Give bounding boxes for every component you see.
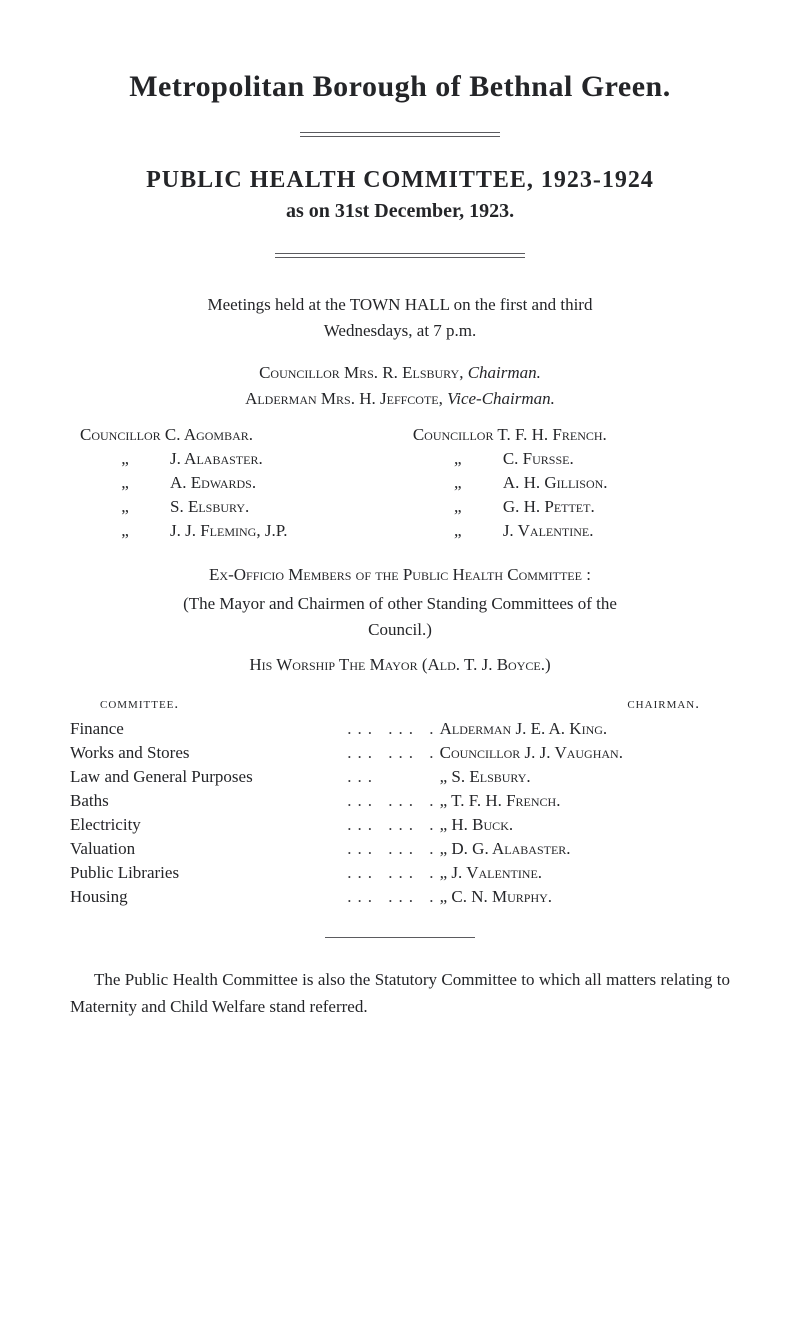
table-header: committee. chairman. bbox=[70, 696, 730, 713]
councillor-lead-right: Councillor T. F. H. French. bbox=[413, 425, 720, 445]
chairman-name: „ H. Buck. bbox=[440, 815, 730, 835]
committee-name: Electricity bbox=[70, 815, 347, 835]
subheading-divider bbox=[275, 253, 525, 258]
table-row: Electricity ... ... ... ... „ H. Buck. bbox=[70, 815, 730, 835]
committee-name: Law and General Purposes bbox=[70, 767, 347, 787]
ex-officio-line-1: (The Mayor and Chairmen of other Standin… bbox=[183, 594, 617, 613]
councillor-name: J. J. Fleming, J.P. bbox=[170, 521, 288, 540]
table-row: Finance ... ... ... ... Alderman J. E. A… bbox=[70, 719, 730, 739]
councillor-name: S. Elsbury. bbox=[170, 497, 249, 516]
list-item: „C. Fursse. bbox=[413, 449, 720, 469]
committee-name: Housing bbox=[70, 887, 347, 907]
committee-name: Baths bbox=[70, 791, 347, 811]
list-item: „S. Elsbury. bbox=[80, 497, 387, 517]
chairman-name: Alderman J. E. A. King. bbox=[440, 719, 730, 739]
table-row: Housing ... ... ... ... „ C. N. Murphy. bbox=[70, 887, 730, 907]
page-title: Metropolitan Borough of Bethnal Green. bbox=[70, 70, 730, 104]
table-header-right: chairman. bbox=[627, 696, 700, 713]
councillor-name: J. Valentine. bbox=[503, 521, 594, 540]
dot-leader: ... ... ... bbox=[347, 743, 439, 763]
table-row: Law and General Purposes ... „ S. Elsbur… bbox=[70, 767, 730, 787]
committee-name: Works and Stores bbox=[70, 743, 347, 763]
ex-officio-line-2: Council.) bbox=[368, 620, 432, 639]
list-item: „A. H. Gillison. bbox=[413, 473, 720, 493]
dot-leader: ... ... ... ... bbox=[347, 815, 439, 835]
as-on-line: as on 31st December, 1923. bbox=[70, 200, 730, 223]
vice-name: Alderman Mrs. H. Jeffcote, bbox=[245, 389, 447, 408]
committee-name: Finance bbox=[70, 719, 347, 739]
chairman-name: „ D. G. Alabaster. bbox=[440, 839, 730, 859]
table-row: Public Libraries ... ... ... „ J. Valent… bbox=[70, 863, 730, 883]
councillor-name: J. Alabaster. bbox=[170, 449, 263, 468]
list-item: „A. Edwards. bbox=[80, 473, 387, 493]
councillor-lead-left: Councillor C. Agombar. bbox=[80, 425, 387, 445]
meetings-line-2: Wednesdays, at 7 p.m. bbox=[324, 321, 477, 340]
meetings-paragraph: Meetings held at the TOWN HALL on the fi… bbox=[70, 292, 730, 343]
table-row: Works and Stores ... ... ... Councillor … bbox=[70, 743, 730, 763]
list-item: „G. H. Pettet. bbox=[413, 497, 720, 517]
document-page: Metropolitan Borough of Bethnal Green. P… bbox=[0, 0, 800, 1344]
vice-chairman-line: Alderman Mrs. H. Jeffcote, Vice-Chairman… bbox=[70, 389, 730, 409]
chairman-name: „ J. Valentine. bbox=[440, 863, 730, 883]
councillor-name: A. Edwards. bbox=[170, 473, 256, 492]
dot-leader: ... bbox=[347, 767, 439, 787]
vice-role: Vice-Chairman. bbox=[447, 389, 555, 408]
ex-officio-body: (The Mayor and Chairmen of other Standin… bbox=[70, 591, 730, 642]
closing-paragraph: The Public Health Committee is also the … bbox=[70, 966, 730, 1020]
table-header-left: committee. bbox=[100, 696, 179, 713]
worship-line: His Worship The Mayor (Ald. T. J. Boyce.… bbox=[70, 652, 730, 678]
councillor-name: A. H. Gillison. bbox=[503, 473, 608, 492]
chairman-name: „ T. F. H. French. bbox=[440, 791, 730, 811]
councillor-name: G. H. Pettet. bbox=[503, 497, 595, 516]
title-divider bbox=[300, 132, 500, 137]
dot-leader: ... ... ... ... bbox=[347, 719, 439, 739]
chairman-name: Councillor J. J. Vaughan. bbox=[440, 743, 730, 763]
councillor-columns: Councillor C. Agombar. „J. Alabaster. „A… bbox=[70, 425, 730, 545]
committee-heading: PUBLIC HEALTH COMMITTEE, 1923-1924 bbox=[70, 167, 730, 194]
chairman-name: „ C. N. Murphy. bbox=[440, 887, 730, 907]
table-row: Valuation ... ... ... ... „ D. G. Alabas… bbox=[70, 839, 730, 859]
list-item: „J. Valentine. bbox=[413, 521, 720, 541]
dot-leader: ... ... ... bbox=[347, 863, 439, 883]
ex-officio-heading: Ex-Officio Members of the Public Health … bbox=[70, 565, 730, 585]
chairman-line: Councillor Mrs. R. Elsbury, Chairman. bbox=[70, 363, 730, 383]
chairman-name: Councillor Mrs. R. Elsbury, bbox=[259, 363, 468, 382]
chairman-role: Chairman. bbox=[468, 363, 541, 382]
chairman-name: „ S. Elsbury. bbox=[440, 767, 730, 787]
councillor-right-column: Councillor T. F. H. French. „C. Fursse. … bbox=[413, 425, 720, 545]
committee-name: Public Libraries bbox=[70, 863, 347, 883]
meetings-line-1: Meetings held at the TOWN HALL on the fi… bbox=[208, 295, 593, 314]
list-item: „J. J. Fleming, J.P. bbox=[80, 521, 387, 541]
dot-leader: ... ... ... ... bbox=[347, 887, 439, 907]
councillor-name: C. Fursse. bbox=[503, 449, 574, 468]
committee-name: Valuation bbox=[70, 839, 347, 859]
councillor-left-column: Councillor C. Agombar. „J. Alabaster. „A… bbox=[80, 425, 387, 545]
list-item: „J. Alabaster. bbox=[80, 449, 387, 469]
dot-leader: ... ... ... ... bbox=[347, 839, 439, 859]
committee-chairman-table: committee. chairman. Finance ... ... ...… bbox=[70, 696, 730, 907]
footer-divider bbox=[325, 937, 475, 938]
dot-leader: ... ... ... ... ... bbox=[347, 791, 439, 811]
table-row: Baths ... ... ... ... ... „ T. F. H. Fre… bbox=[70, 791, 730, 811]
